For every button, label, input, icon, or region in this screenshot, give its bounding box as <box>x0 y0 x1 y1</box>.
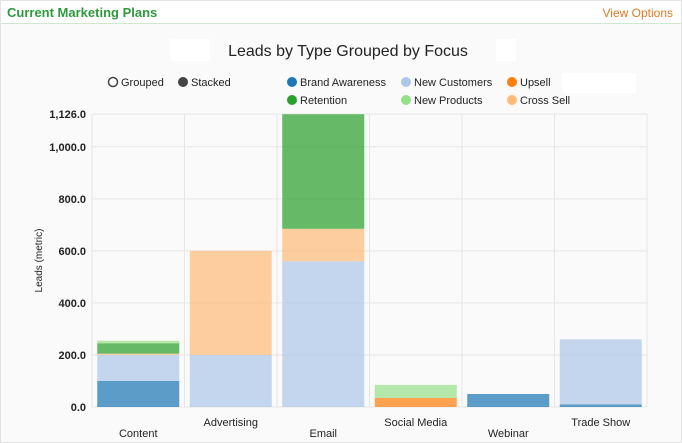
legend-retention-swatch <box>287 95 297 105</box>
bar-cross-sell <box>189 250 272 355</box>
legend-upsell-swatch <box>507 77 517 87</box>
bar-new-customers <box>97 354 180 381</box>
bar-retention <box>97 343 180 354</box>
legend-brand-awareness-swatch <box>287 77 297 87</box>
legend-upsell-label: Upsell <box>520 77 551 89</box>
y-tick-label: 200.0 <box>58 350 86 362</box>
x-category-label: Webinar <box>488 428 529 440</box>
bar-brand-awareness <box>467 393 550 407</box>
x-category-label: Trade Show <box>571 417 630 429</box>
bar-new-products <box>97 340 180 344</box>
y-tick-label: 1,000.0 <box>49 142 86 154</box>
mode-stacked-label[interactable]: Stacked <box>191 77 231 89</box>
mode-grouped-radio[interactable] <box>107 76 119 88</box>
bar-upsell <box>374 397 457 407</box>
y-tick-label: 600.0 <box>58 246 86 258</box>
bar-new-customers <box>559 339 642 405</box>
bar-cross-sell <box>97 353 180 355</box>
legend-new-customers-label: New Customers <box>414 77 493 89</box>
mode-grouped-label[interactable]: Grouped <box>121 77 164 89</box>
redaction-box <box>562 73 636 93</box>
legend-cross-sell-label: Cross Sell <box>520 95 570 107</box>
bar-brand-awareness <box>559 404 642 407</box>
legend-brand-awareness-label: Brand Awareness <box>300 77 387 89</box>
bar-new-products <box>374 384 457 398</box>
y-tick-label: 800.0 <box>58 194 86 206</box>
bar-cross-sell <box>282 228 365 262</box>
redaction-box <box>496 39 516 61</box>
panel-title: Current Marketing Plans <box>7 5 158 20</box>
legend-new-products-swatch <box>401 95 411 105</box>
bar-brand-awareness <box>97 380 180 407</box>
legend-new-products-label: New Products <box>414 95 483 107</box>
chart-title: Leads by Type Grouped by Focus <box>228 43 468 60</box>
view-options-link[interactable]: View Options <box>602 6 673 20</box>
x-category-label: Advertising <box>204 417 258 429</box>
bar-retention <box>282 114 365 229</box>
x-category-label: Content <box>119 428 158 440</box>
y-tick-label: 1,126.0 <box>49 109 86 121</box>
y-tick-label: 400.0 <box>58 298 86 310</box>
redaction-box <box>170 39 210 61</box>
bar-new-customers <box>282 261 365 407</box>
legend-retention-label: Retention <box>300 95 347 107</box>
legend-new-customers-swatch <box>401 77 411 87</box>
y-axis-label: Leads (metric) <box>34 229 45 293</box>
x-category-label: Email <box>309 428 337 440</box>
x-category-label: Social Media <box>384 417 448 429</box>
bar-new-customers <box>189 354 272 407</box>
mode-stacked-radio[interactable] <box>178 77 188 87</box>
legend-cross-sell-swatch <box>507 95 517 105</box>
y-tick-label: 0.0 <box>71 402 86 414</box>
panel-header: Current Marketing Plans View Options <box>1 1 681 24</box>
